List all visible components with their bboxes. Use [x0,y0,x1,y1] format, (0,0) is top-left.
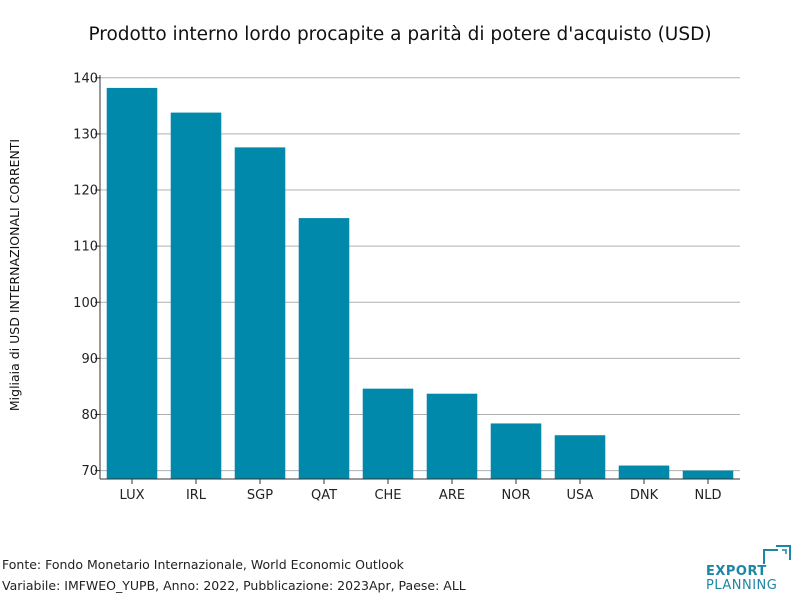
bar-are [426,393,478,479]
bar-usa [554,435,606,479]
axes [99,75,740,480]
bars [106,87,734,480]
footer-variable: Variabile: IMFWEO_YUPB, Anno: 2022, Pubb… [2,578,466,593]
x-tick-label: NOR [502,488,531,503]
bar-nor [490,423,542,479]
x-tick-label: USA [567,488,594,503]
bar-dnk [618,465,670,479]
x-tick-label: DNK [630,488,659,503]
x-tick-label: CHE [374,488,401,503]
y-tick-label: 90 [81,352,98,367]
x-tick-label: SGP [247,488,273,503]
y-tick-label: 80 [81,408,98,423]
export-planning-logo: EXPORT PLANNING [700,544,796,596]
bar-sgp [234,147,286,479]
y-tick-label: 130 [73,127,98,142]
y-tick-label: 110 [73,240,98,255]
bar-lux [106,87,158,480]
logo-text-export: EXPORT [706,564,767,579]
chart-title: Prodotto interno lordo procapite a parit… [88,24,711,45]
bar-irl [170,112,222,479]
y-tick-label: 70 [81,464,98,479]
bar-qat [298,218,350,480]
y-axis-label: Migliaia di USD INTERNAZIONALI CORRENTI [7,139,22,411]
footer-source: Fonte: Fondo Monetario Internazionale, W… [2,557,404,572]
y-ticks: 70 80 90 100 110 120 130 140 [73,71,100,479]
x-tick-label: LUX [119,488,144,503]
logo-mark-icon [763,545,791,564]
x-tick-label: ARE [439,488,465,503]
y-tick-label: 100 [73,296,98,311]
x-tick-label: QAT [311,488,337,503]
bar-nld [682,470,734,479]
logo-text-planning: PLANNING [706,578,778,593]
y-tick-label: 120 [73,184,98,199]
x-tick-label: NLD [695,488,722,503]
x-ticks: LUX IRL SGP QAT CHE ARE NOR USA DNK NLD [119,479,721,503]
x-tick-label: IRL [186,488,207,503]
y-tick-label: 140 [73,71,98,86]
bar-che [362,388,414,479]
